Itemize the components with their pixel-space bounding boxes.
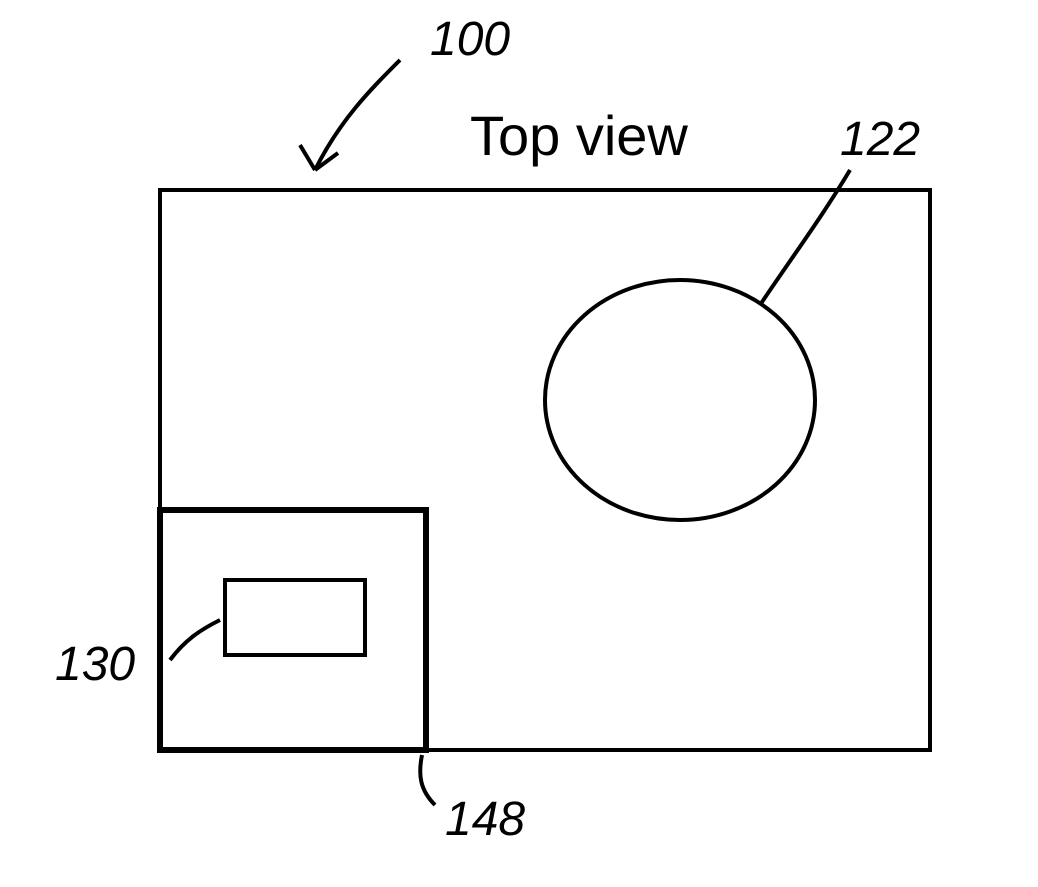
diagram-svg: Top view 100 122 130 148	[0, 0, 1038, 887]
callout-148-leader	[420, 755, 435, 805]
callout-148: 148	[420, 755, 525, 846]
callout-148-label: 148	[445, 793, 525, 846]
circle-feature	[545, 280, 815, 520]
diagram-title: Top view	[470, 104, 688, 167]
callout-130-leader	[170, 620, 220, 660]
callout-100-label: 100	[430, 13, 510, 66]
callout-100-arrowhead-1	[300, 145, 315, 170]
callout-130: 130	[55, 620, 220, 691]
callout-122-label: 122	[840, 113, 920, 166]
small-rect	[225, 580, 365, 655]
outer-rect	[160, 190, 930, 750]
callout-130-label: 130	[55, 638, 135, 691]
callout-100-leader	[315, 60, 400, 170]
callout-122: 122	[760, 113, 920, 305]
